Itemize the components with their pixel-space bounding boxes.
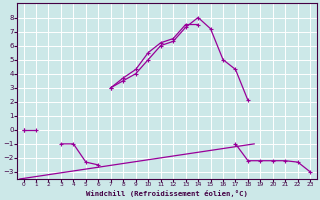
X-axis label: Windchill (Refroidissement éolien,°C): Windchill (Refroidissement éolien,°C)	[86, 190, 248, 197]
